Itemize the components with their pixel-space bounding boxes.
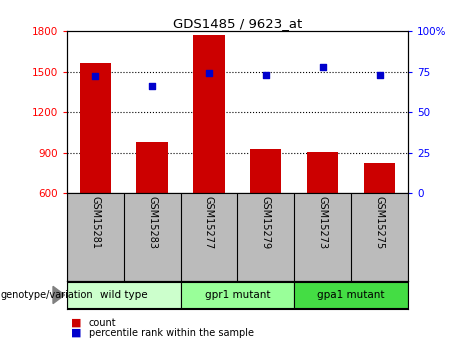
- Text: genotype/variation: genotype/variation: [1, 290, 94, 300]
- Text: GSM15283: GSM15283: [147, 196, 157, 249]
- Polygon shape: [53, 286, 65, 304]
- Point: [148, 83, 156, 89]
- Bar: [136, 142, 168, 193]
- Text: gpr1 mutant: gpr1 mutant: [205, 290, 270, 300]
- Point: [319, 64, 326, 69]
- Text: percentile rank within the sample: percentile rank within the sample: [89, 328, 254, 338]
- Point: [262, 72, 270, 78]
- Point: [376, 72, 383, 78]
- Text: gpa1 mutant: gpa1 mutant: [317, 290, 385, 300]
- Text: ■: ■: [71, 318, 82, 327]
- Bar: [364, 163, 395, 193]
- FancyBboxPatch shape: [294, 282, 408, 308]
- Text: GSM15275: GSM15275: [374, 196, 384, 249]
- Bar: [250, 149, 282, 193]
- Text: ■: ■: [71, 328, 82, 338]
- FancyBboxPatch shape: [67, 282, 181, 308]
- Text: wild type: wild type: [100, 290, 148, 300]
- Bar: [307, 152, 338, 193]
- Point: [205, 70, 213, 76]
- Text: GSM15279: GSM15279: [261, 196, 271, 249]
- Title: GDS1485 / 9623_at: GDS1485 / 9623_at: [173, 17, 302, 30]
- Text: GSM15277: GSM15277: [204, 196, 214, 249]
- Point: [92, 74, 99, 79]
- FancyBboxPatch shape: [181, 282, 294, 308]
- Text: count: count: [89, 318, 117, 327]
- Text: GSM15281: GSM15281: [90, 196, 100, 249]
- Bar: [193, 35, 225, 193]
- Bar: [80, 63, 111, 193]
- Text: GSM15273: GSM15273: [318, 196, 328, 249]
